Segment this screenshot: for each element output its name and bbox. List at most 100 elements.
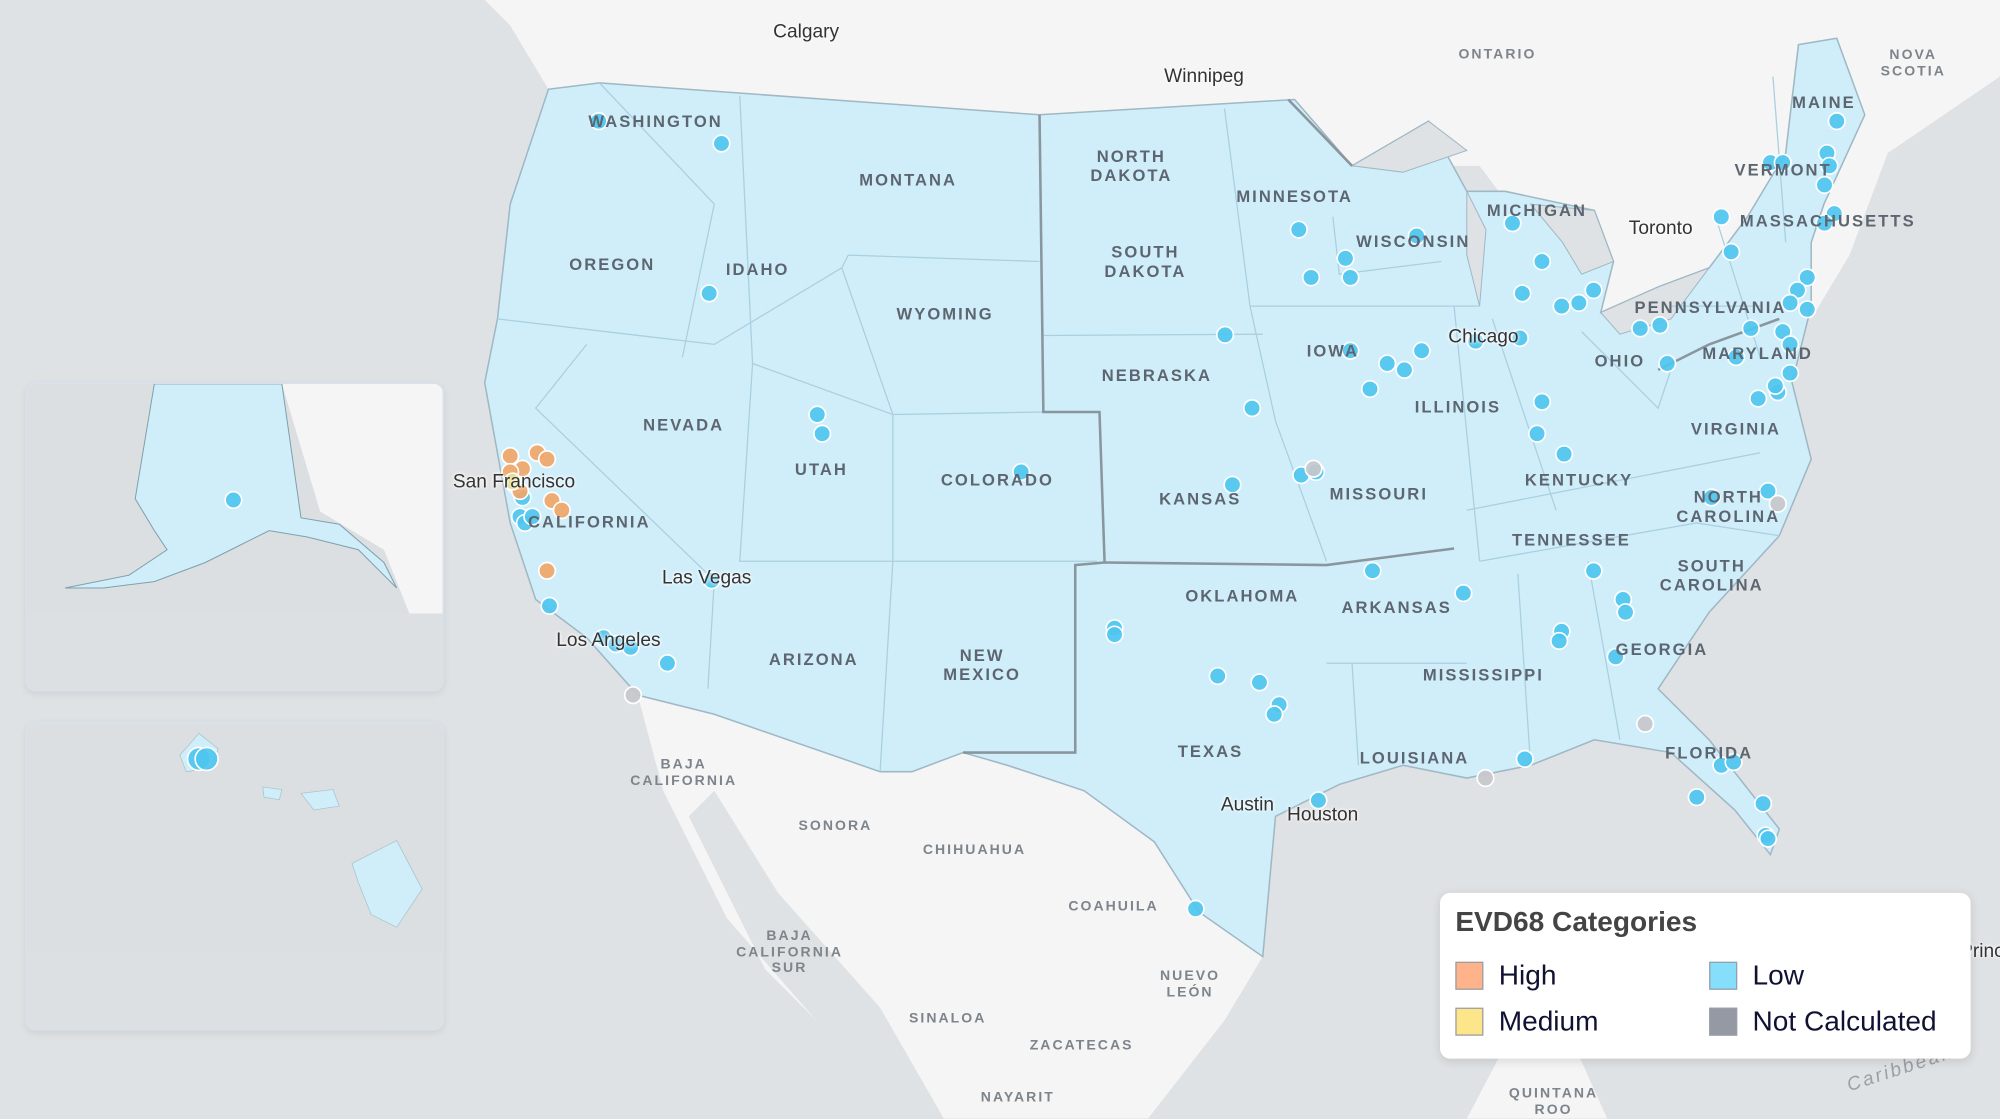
site-marker-low[interactable] xyxy=(589,112,608,131)
site-marker-low[interactable] xyxy=(1780,293,1800,313)
site-marker-low[interactable] xyxy=(194,746,219,772)
site-marker-low[interactable] xyxy=(1766,376,1785,395)
site-marker-low[interactable] xyxy=(1360,379,1380,399)
site-marker-low[interactable] xyxy=(1798,300,1817,319)
site-marker-low[interactable] xyxy=(540,596,559,615)
site-marker-low[interactable] xyxy=(1250,673,1269,692)
site-marker-low[interactable] xyxy=(1527,424,1547,443)
site-marker-low[interactable] xyxy=(1712,207,1731,226)
site-marker-low[interactable] xyxy=(1815,175,1834,195)
site-marker-low[interactable] xyxy=(1687,788,1706,807)
site-marker-low[interactable] xyxy=(1780,363,1800,383)
legend-label: High xyxy=(1498,959,1557,992)
site-marker-low[interactable] xyxy=(1341,268,1360,287)
site-marker-low[interactable] xyxy=(658,654,677,673)
site-marker-low[interactable] xyxy=(1758,481,1778,501)
site-marker-low[interactable] xyxy=(1515,749,1534,769)
high-swatch xyxy=(1455,961,1484,990)
site-marker-low[interactable] xyxy=(1454,583,1473,603)
site-marker-low[interactable] xyxy=(1758,829,1778,848)
site-marker-high[interactable] xyxy=(537,450,557,469)
site-marker-low[interactable] xyxy=(1532,392,1552,411)
site-marker-low[interactable] xyxy=(1820,156,1839,175)
site-marker-low[interactable] xyxy=(224,490,243,510)
site-marker-low[interactable] xyxy=(1223,475,1242,494)
site-marker-low[interactable] xyxy=(1798,268,1817,287)
site-marker-low[interactable] xyxy=(1336,249,1355,268)
state-borders xyxy=(497,76,1787,772)
legend-item-low: Low xyxy=(1709,959,1804,992)
site-marker-not-calculated[interactable] xyxy=(623,686,643,705)
site-marker-not-calculated[interactable] xyxy=(1768,494,1787,513)
site-marker-low[interactable] xyxy=(1265,705,1284,724)
site-marker-low[interactable] xyxy=(1363,561,1382,580)
site-marker-low[interactable] xyxy=(1503,214,1522,233)
site-marker-medium[interactable] xyxy=(503,472,522,491)
site-marker-low[interactable] xyxy=(1722,242,1741,262)
site-marker-low[interactable] xyxy=(712,134,731,153)
site-marker-low[interactable] xyxy=(1554,444,1574,464)
site-marker-low[interactable] xyxy=(1569,293,1588,313)
site-marker-low[interactable] xyxy=(1741,319,1760,338)
site-marker-low[interactable] xyxy=(1510,328,1529,348)
site-marker-low[interactable] xyxy=(1532,252,1552,271)
site-marker-high[interactable] xyxy=(537,561,557,580)
site-marker-low[interactable] xyxy=(1650,316,1670,335)
site-marker-low[interactable] xyxy=(1773,153,1792,172)
site-marker-low[interactable] xyxy=(808,405,827,424)
site-markers xyxy=(501,112,1846,918)
site-marker-low[interactable] xyxy=(1827,112,1846,131)
site-marker-not-calculated[interactable] xyxy=(1304,459,1323,478)
site-marker-low[interactable] xyxy=(1289,220,1308,239)
site-marker-low[interactable] xyxy=(1584,561,1603,580)
site-marker-low[interactable] xyxy=(1749,389,1768,408)
site-marker-not-calculated[interactable] xyxy=(1636,714,1655,733)
site-marker-low[interactable] xyxy=(1513,284,1532,303)
site-marker-low[interactable] xyxy=(1815,214,1834,233)
site-marker-low[interactable] xyxy=(1242,399,1262,418)
site-marker-low[interactable] xyxy=(1606,647,1625,667)
site-marker-low[interactable] xyxy=(1186,899,1205,918)
site-marker-low[interactable] xyxy=(1301,268,1321,287)
site-marker-low[interactable] xyxy=(1726,348,1746,367)
site-marker-low[interactable] xyxy=(523,507,542,526)
site-marker-low[interactable] xyxy=(1780,335,1800,354)
site-marker-low[interactable] xyxy=(1012,462,1031,482)
site-marker-low[interactable] xyxy=(1616,603,1635,622)
site-marker-low[interactable] xyxy=(1550,631,1569,651)
site-marker-low[interactable] xyxy=(1341,341,1360,360)
site-marker-low[interactable] xyxy=(1378,354,1397,373)
site-marker-not-calculated[interactable] xyxy=(1476,768,1495,788)
site-marker-high[interactable] xyxy=(501,446,520,466)
site-marker-low[interactable] xyxy=(1395,360,1414,380)
site-marker-low[interactable] xyxy=(606,635,625,654)
site-marker-low[interactable] xyxy=(1208,666,1227,686)
site-marker-low[interactable] xyxy=(1466,332,1485,351)
site-marker-low[interactable] xyxy=(1584,281,1603,300)
hawaii-inset[interactable] xyxy=(25,721,444,1031)
site-marker-low[interactable] xyxy=(700,284,719,303)
site-marker-low[interactable] xyxy=(813,424,832,443)
site-marker-high[interactable] xyxy=(552,501,571,520)
site-marker-low[interactable] xyxy=(1753,794,1773,813)
legend-label: Low xyxy=(1752,959,1805,992)
site-marker-low[interactable] xyxy=(1724,752,1743,772)
hawaii-map xyxy=(26,723,443,1030)
legend-item-high: High xyxy=(1455,959,1556,992)
alaska-inset[interactable] xyxy=(25,382,444,692)
legend: EVD68 Categories High Low Medium Not Cal… xyxy=(1440,892,1971,1059)
site-marker-low[interactable] xyxy=(1215,325,1235,344)
site-marker-low[interactable] xyxy=(1702,488,1721,507)
site-marker-low[interactable] xyxy=(1631,319,1650,338)
site-marker-low[interactable] xyxy=(1552,297,1571,316)
site-marker-low[interactable] xyxy=(1309,791,1328,810)
site-marker-low[interactable] xyxy=(1412,341,1431,360)
site-marker-low[interactable] xyxy=(1658,354,1677,373)
site-marker-low[interactable] xyxy=(702,571,721,590)
site-marker-low[interactable] xyxy=(1105,625,1124,644)
legend-label: Medium xyxy=(1498,1005,1599,1037)
site-marker-low[interactable] xyxy=(621,638,640,657)
site-marker-low[interactable] xyxy=(1407,226,1426,246)
legend-label: Not Calculated xyxy=(1752,1005,1937,1037)
